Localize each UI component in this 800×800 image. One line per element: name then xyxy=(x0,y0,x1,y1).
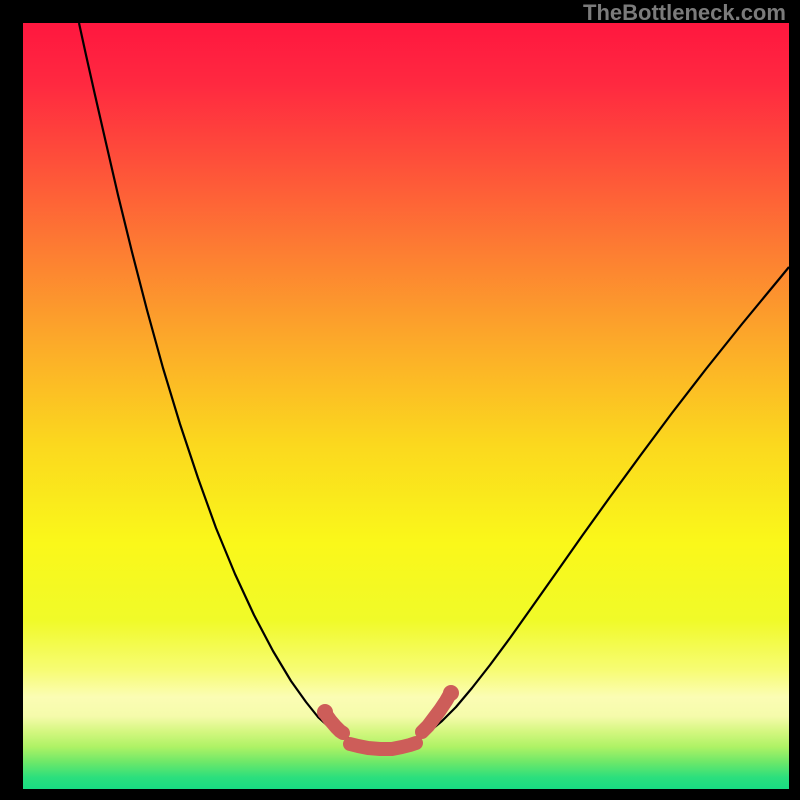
frame-bottom xyxy=(0,789,800,800)
bottleneck-chart xyxy=(23,23,789,789)
highlight-segment-1 xyxy=(350,743,416,749)
frame-left xyxy=(0,0,23,800)
gradient-background xyxy=(23,23,789,789)
frame-right xyxy=(789,0,800,800)
watermark-text: TheBottleneck.com xyxy=(583,0,786,26)
highlight-end-dot-0 xyxy=(317,704,333,720)
highlight-end-dot-1 xyxy=(443,685,459,701)
